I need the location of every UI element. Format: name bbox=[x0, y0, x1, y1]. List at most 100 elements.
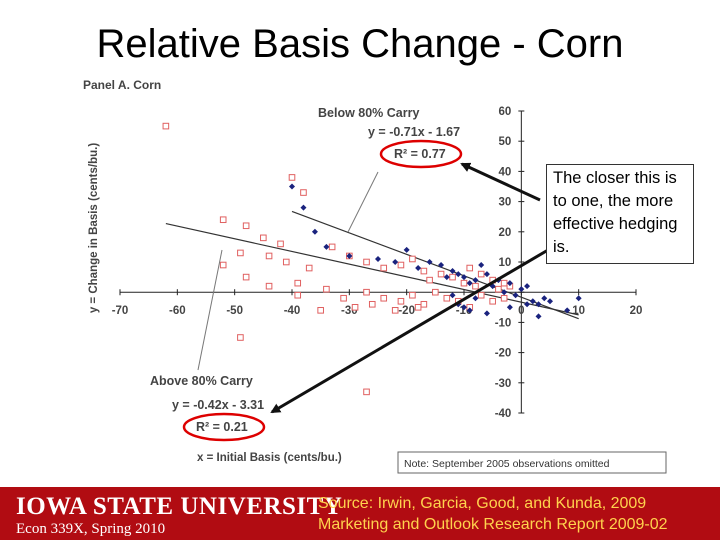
series-name-above: Above 80% Carry bbox=[150, 374, 253, 388]
data-point-above-carry bbox=[265, 252, 273, 260]
y-tick-label: -40 bbox=[495, 408, 512, 420]
data-point-above-carry bbox=[466, 264, 474, 272]
data-point-above-carry bbox=[363, 258, 370, 266]
series-name-below: Below 80% Carry bbox=[318, 106, 419, 120]
data-point-above-carry bbox=[237, 334, 244, 341]
data-point-above-carry bbox=[426, 276, 433, 284]
data-point-below-carry bbox=[346, 252, 353, 259]
data-point-below-carry bbox=[524, 301, 531, 308]
panel-title: Panel A. Corn bbox=[83, 78, 161, 92]
source-line-2: Marketing and Outlook Research Report 20… bbox=[318, 516, 668, 533]
data-point-above-carry bbox=[323, 285, 330, 293]
equation-above: y = -0.42x - 3.31 bbox=[172, 398, 264, 412]
data-point-above-carry bbox=[294, 291, 302, 299]
r2-below: R² = 0.77 bbox=[394, 147, 446, 161]
data-point-below-carry bbox=[506, 304, 513, 311]
data-point-above-carry bbox=[282, 258, 290, 266]
data-point-below-carry bbox=[564, 307, 571, 314]
data-point-below-carry bbox=[461, 274, 467, 281]
data-point-above-carry bbox=[472, 282, 479, 290]
data-point-below-carry bbox=[518, 286, 525, 293]
data-point-below-carry bbox=[375, 255, 381, 262]
data-point-above-carry bbox=[300, 189, 307, 196]
y-tick-label: 60 bbox=[499, 106, 512, 118]
data-point-above-carry bbox=[328, 243, 336, 251]
x-tick-label: -70 bbox=[112, 305, 129, 317]
data-point-above-carry bbox=[409, 291, 416, 299]
data-point-above-carry bbox=[449, 273, 456, 281]
data-point-below-carry bbox=[472, 277, 479, 284]
data-point-below-carry bbox=[524, 283, 531, 290]
data-point-above-carry bbox=[500, 279, 508, 287]
x-tick-label: -40 bbox=[284, 305, 301, 317]
y-tick-label: 50 bbox=[499, 136, 512, 148]
y-axis-label: y = Change in Basis (cents/bu.) bbox=[88, 143, 100, 313]
data-point-above-carry bbox=[219, 216, 227, 224]
data-point-above-carry bbox=[495, 285, 502, 293]
data-point-below-carry bbox=[535, 313, 542, 320]
data-point-below-carry bbox=[443, 274, 450, 281]
data-point-above-carry bbox=[443, 294, 451, 302]
data-point-above-carry bbox=[460, 279, 468, 287]
data-point-above-carry bbox=[397, 261, 405, 269]
r2-above: R² = 0.21 bbox=[196, 420, 248, 434]
x-axis-label: x = Initial Basis (cents/bu.) bbox=[197, 452, 342, 464]
data-point-below-carry bbox=[541, 295, 548, 302]
data-point-above-carry bbox=[162, 122, 170, 130]
arrow-to-low-r2 bbox=[270, 248, 549, 414]
data-point-above-carry bbox=[397, 297, 405, 305]
regression-line-above bbox=[165, 222, 579, 316]
data-point-above-carry bbox=[420, 300, 428, 308]
source-citation: Source: Irwin, Garcia, Good, and Kunda, … bbox=[318, 493, 668, 535]
data-point-below-carry bbox=[415, 265, 422, 272]
data-point-above-carry bbox=[420, 267, 428, 275]
footer-bar: Iowa State University Econ 339X, Spring … bbox=[0, 487, 720, 540]
data-point-above-carry bbox=[294, 279, 302, 287]
y-tick-label: 30 bbox=[499, 197, 512, 209]
y-tick-label: -30 bbox=[495, 378, 512, 390]
data-point-above-carry bbox=[363, 288, 370, 296]
data-point-above-carry bbox=[265, 282, 273, 290]
data-point-above-carry bbox=[368, 300, 376, 308]
data-point-above-carry bbox=[380, 264, 388, 272]
data-point-above-carry bbox=[489, 297, 496, 305]
y-tick-label: -10 bbox=[495, 317, 512, 329]
data-point-above-carry bbox=[437, 270, 445, 278]
data-point-below-carry bbox=[300, 204, 307, 211]
data-point-below-carry bbox=[506, 280, 513, 287]
data-point-below-carry bbox=[501, 289, 508, 296]
data-point-above-carry bbox=[305, 264, 313, 272]
data-point-above-carry bbox=[219, 261, 227, 269]
source-line-1: Source: Irwin, Garcia, Good, and Kunda, … bbox=[318, 495, 647, 512]
data-point-above-carry bbox=[237, 249, 244, 257]
leader-line-above bbox=[197, 249, 223, 371]
data-point-below-carry bbox=[529, 298, 536, 305]
data-point-below-carry bbox=[478, 262, 485, 269]
data-point-above-carry bbox=[477, 291, 485, 299]
data-point-below-carry bbox=[466, 307, 473, 314]
data-point-below-carry bbox=[483, 310, 490, 317]
x-tick-label: 10 bbox=[572, 305, 585, 317]
data-point-above-carry bbox=[351, 304, 359, 311]
x-tick-label: -20 bbox=[398, 305, 415, 317]
data-point-above-carry bbox=[414, 304, 422, 311]
data-point-above-carry bbox=[409, 255, 416, 263]
data-point-above-carry bbox=[391, 307, 399, 314]
highlight-ellipse-above bbox=[182, 412, 266, 442]
university-logo: Iowa State University bbox=[16, 493, 343, 520]
data-point-above-carry bbox=[380, 294, 388, 302]
data-point-above-carry bbox=[288, 174, 296, 181]
data-point-below-carry bbox=[392, 259, 399, 265]
scatter-chart: Panel A. Corn -70 -60 -50 -40 -30 -20 -10 0 10 20… bbox=[83, 78, 667, 474]
data-point-below-carry bbox=[472, 295, 479, 302]
y-tick-label: 20 bbox=[499, 227, 512, 239]
data-point-below-carry bbox=[449, 292, 456, 299]
callout-box: The closer this is to one, the more effe… bbox=[546, 164, 694, 264]
data-point-below-carry bbox=[483, 271, 490, 278]
y-tick-label: 10 bbox=[499, 257, 512, 269]
data-point-below-carry bbox=[455, 271, 462, 278]
x-tick-label: -50 bbox=[226, 305, 243, 317]
data-point-below-carry bbox=[438, 262, 445, 269]
data-point-below-carry bbox=[426, 259, 433, 265]
data-point-above-carry bbox=[242, 222, 250, 230]
